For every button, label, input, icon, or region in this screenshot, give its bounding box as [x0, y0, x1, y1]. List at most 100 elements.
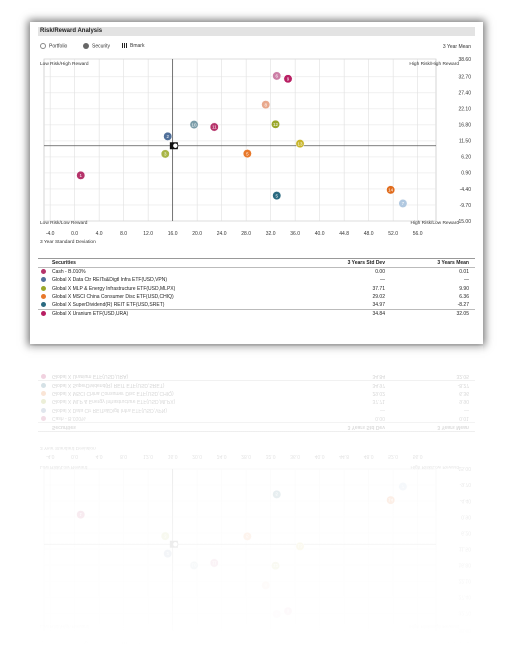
series-color-dot	[41, 277, 46, 283]
data-point-label: 1	[79, 173, 82, 178]
std-dev-value: 0.00	[375, 269, 385, 275]
x-tick-label: 32.0	[266, 231, 276, 237]
y-tick-label: -15.00	[457, 219, 471, 225]
mean-value: 6.36	[459, 293, 469, 300]
header-securities: Securities	[52, 260, 76, 266]
series-color-dot	[41, 285, 46, 291]
data-point	[271, 119, 280, 129]
y-tick-label: 16.80	[458, 123, 471, 129]
x-tick-label: 16.0	[168, 231, 178, 237]
data-point	[160, 149, 170, 159]
y-tick-label: 38.60	[458, 57, 471, 63]
legend-portfolio[interactable]: Portfolio	[40, 43, 67, 50]
std-dev-value: 34.84	[372, 310, 385, 317]
mean-value: 32.05	[456, 310, 469, 317]
data-point-label: 6	[275, 74, 278, 79]
data-point-label: 12	[273, 122, 279, 127]
mean-value: -8.27	[457, 302, 469, 309]
y-tick-label: 27.40	[458, 91, 471, 97]
data-point	[261, 100, 271, 110]
data-point-label: 11	[212, 125, 217, 130]
std-dev-value: —	[380, 277, 385, 284]
security-name: Global X SuperDividend(R) REIT ETF(USD,S…	[52, 302, 165, 309]
mean-value: —	[464, 277, 469, 284]
x-tick-label: 28.0	[241, 231, 251, 237]
data-point-label: 9	[287, 76, 290, 81]
data-point	[272, 191, 282, 201]
x-tick-label: 8.0	[120, 231, 127, 237]
data-point-label: 14	[388, 188, 394, 193]
mean-value: 9.90	[459, 285, 469, 292]
x-tick-label: 4.0	[96, 231, 103, 237]
x-tick-label: 56.0	[413, 231, 423, 237]
data-point-label: 13	[298, 141, 304, 146]
data-point-label: 10	[192, 122, 198, 127]
x-tick-label: 20.0	[192, 231, 202, 237]
y-tick-label: 0.90	[461, 171, 471, 177]
securities-table-header: Securities 3 Years Std Dev 3 Years Mean	[38, 258, 475, 268]
table-row[interactable]: Global X Uranium ETF(USD,URA) 34.84 32.05	[38, 310, 475, 318]
scatter-chart: -4.0 0.0 4.0 8.0 12.0 16.0 20.0 24.0 28.0 32.0 36.…	[43, 57, 472, 237]
data-point	[209, 122, 219, 132]
data-point-label: 5	[275, 193, 278, 198]
panel-title: Risk/Reward Analysis	[38, 27, 475, 36]
x-tick-label: 44.8	[339, 231, 349, 237]
data-point-label: 5	[246, 151, 249, 156]
x-tick-label: 0.0	[71, 231, 78, 237]
plot-area-border	[43, 58, 437, 222]
table-row[interactable]: Global X SuperDividend(R) REIT ETF(USD,S…	[38, 301, 475, 311]
security-name: Global X Data Ctr REITs&Digtl Infra ETF(…	[52, 277, 168, 284]
quadrant-label-top-right: High Risk/High Reward	[409, 62, 459, 67]
legend-security-label: Security	[92, 43, 111, 50]
table-row[interactable]: Cash - B.010% 0.00 0.01	[38, 268, 475, 276]
y-tick-label: 6.20	[461, 155, 471, 161]
legend-portfolio-label: Portfolio	[49, 43, 68, 50]
data-point	[76, 170, 86, 180]
security-name: Cash - B.010%	[52, 269, 86, 275]
std-dev-value: 34.97	[372, 302, 385, 309]
x-tick-label: 48.0	[364, 231, 374, 237]
security-name: Global X MSCI China Consumer Disc ETF(US…	[52, 293, 174, 300]
radio-dot-icon	[40, 43, 46, 49]
data-point	[242, 149, 252, 159]
data-point	[272, 71, 282, 81]
table-row[interactable]: Global X Data Ctr REITs&Digtl Infra ETF(…	[38, 276, 475, 284]
security-name: Global X MLP & Energy Infrastructure ETF…	[52, 285, 176, 292]
data-point	[283, 74, 293, 84]
data-point	[163, 131, 173, 141]
x-axis-title: 3 Year Standard Deviation	[40, 240, 96, 245]
x-tick-label: 36.0	[290, 231, 300, 237]
x-tick-label: 24.0	[217, 231, 227, 237]
table-row[interactable]: Global X MLP & Energy Infrastructure ETF…	[38, 285, 475, 293]
y-tick-label: 32.70	[458, 75, 471, 81]
legend-bmark[interactable]: Bmark	[122, 43, 144, 50]
y-tick-label: -9.70	[460, 203, 472, 209]
series-color-dot	[41, 269, 46, 274]
header-std-dev: 3 Years Std Dev	[347, 260, 385, 266]
y-tick-label: -4.40	[460, 187, 472, 193]
data-point	[189, 120, 199, 130]
quadrant-label-bottom-right: High Risk/Low Reward	[410, 221, 459, 226]
y-axis-title: 3 Year Mean	[442, 44, 471, 50]
x-tick-label: -4.0	[46, 231, 55, 237]
x-tick-label: 12.0	[143, 231, 153, 237]
data-point	[398, 199, 408, 208]
legend-security[interactable]: Security	[83, 43, 110, 50]
std-dev-value: 29.02	[372, 293, 385, 300]
security-name: Global X Uranium ETF(USD,URA)	[52, 310, 129, 317]
data-point-label: 7	[402, 201, 405, 206]
y-tick-label: 22.10	[458, 107, 471, 113]
table-row[interactable]: Global X MSCI China Consumer Disc ETF(US…	[38, 293, 475, 301]
data-point-label: 2	[166, 134, 169, 139]
header-mean: 3 Years Mean	[437, 260, 469, 266]
data-point-label: 8	[264, 102, 267, 107]
x-tick-label: 52.0	[388, 231, 398, 237]
risk-reward-panel: Risk/Reward Analysis Portfolio Security …	[30, 22, 483, 344]
mean-value: 0.01	[459, 269, 469, 275]
legend-bmark-label: Bmark	[130, 43, 145, 49]
data-point	[386, 185, 396, 195]
series-color-dot	[41, 302, 46, 308]
quadrant-label-top-left: Low Risk/High Reward	[40, 62, 89, 67]
quadrant-label-bottom-left: Low Risk/Low Reward	[40, 221, 88, 226]
filled-dot-icon	[83, 43, 89, 49]
